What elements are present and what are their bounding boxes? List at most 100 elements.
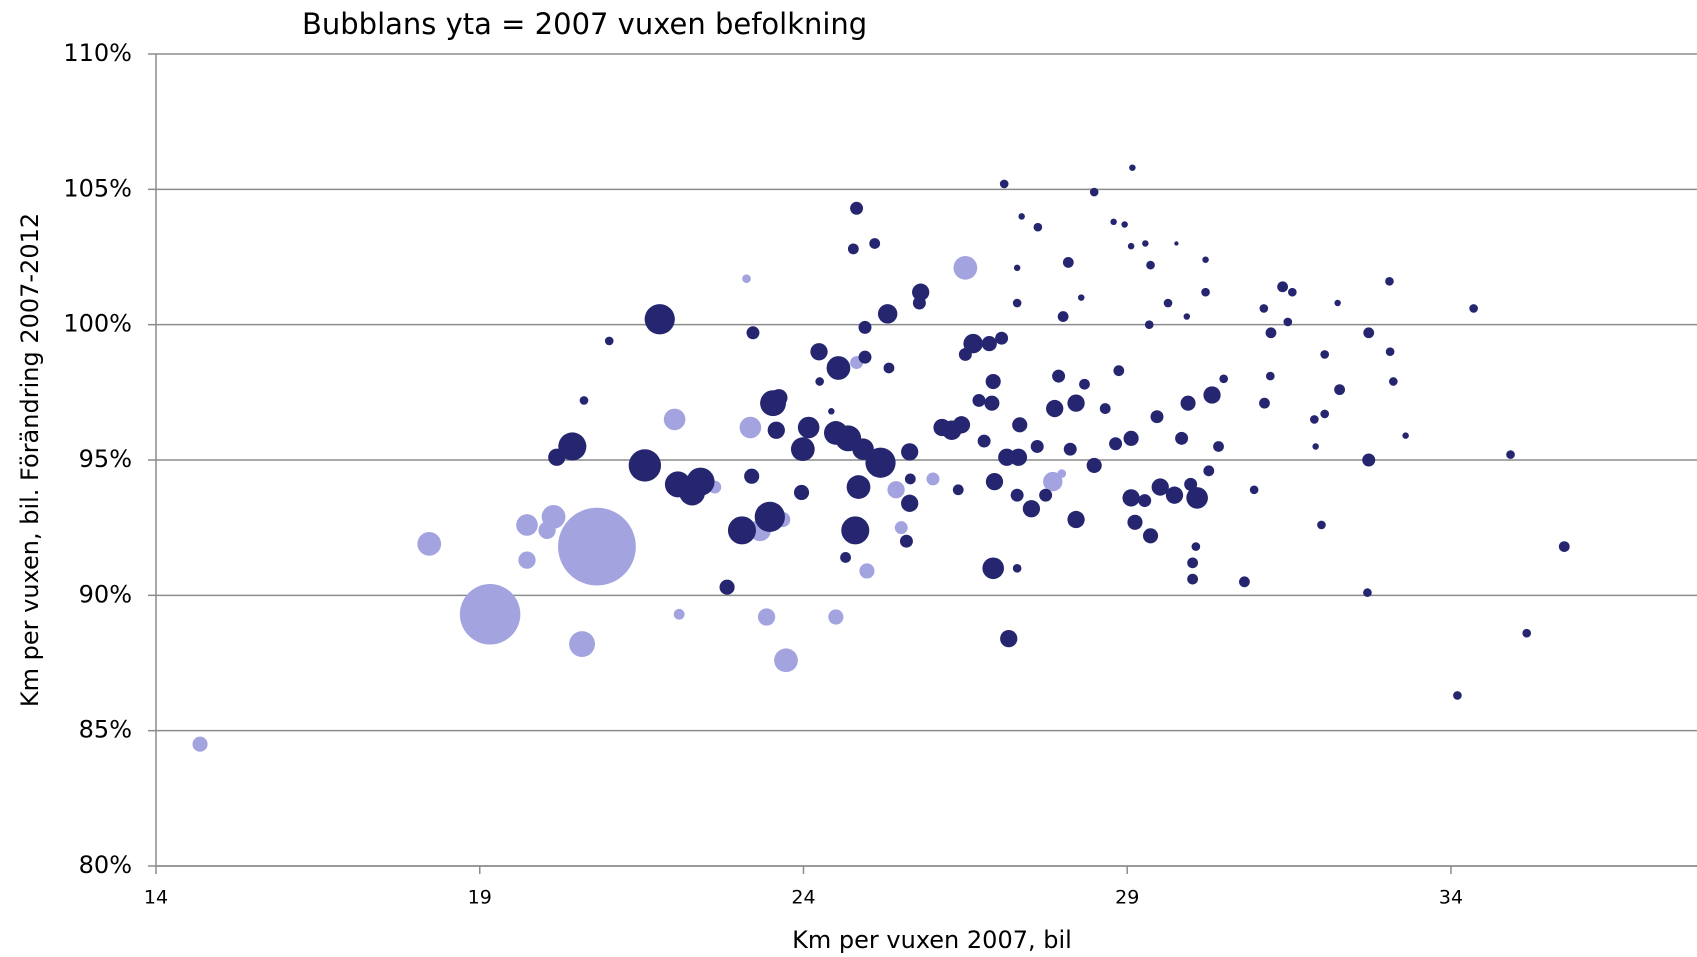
bubble — [963, 333, 983, 354]
y-tick-label: 90% — [79, 580, 132, 608]
y-tick-label: 80% — [79, 851, 132, 879]
bubble — [579, 396, 589, 405]
bubble — [1010, 488, 1024, 502]
bubble — [877, 304, 898, 324]
bubble — [1259, 397, 1270, 409]
x-tick-label: 24 — [791, 887, 815, 909]
bubble — [1121, 221, 1128, 228]
bubble — [899, 534, 913, 548]
bubble — [1078, 294, 1085, 301]
bubble — [1187, 557, 1199, 569]
bubble — [977, 434, 991, 448]
bubble — [1022, 500, 1041, 518]
bubble — [1063, 442, 1077, 456]
bubble — [644, 304, 675, 335]
bubble — [850, 201, 864, 215]
bubble — [901, 443, 919, 461]
bubble — [558, 507, 636, 586]
bubble — [1283, 317, 1293, 327]
bubble — [847, 243, 859, 255]
bubble — [1363, 327, 1375, 339]
bubble — [516, 514, 538, 536]
bubble — [999, 179, 1009, 189]
bubble — [742, 274, 751, 283]
x-tick-label: 34 — [1439, 887, 1463, 909]
bubble — [1265, 327, 1277, 339]
bubble — [1259, 304, 1269, 313]
bubble — [1013, 264, 1021, 272]
bubble — [985, 473, 1004, 491]
y-tick-label: 95% — [79, 445, 132, 473]
bubble — [1522, 628, 1532, 638]
bubble — [865, 447, 896, 478]
bubble — [1203, 386, 1221, 404]
bubble — [1142, 240, 1149, 247]
bubble — [1012, 417, 1028, 433]
bubble — [1469, 304, 1478, 313]
bubble — [1163, 298, 1173, 308]
bubble — [1184, 477, 1198, 491]
chart-title: Bubblans yta = 2007 vuxen befolkning — [302, 7, 867, 41]
bubble — [1203, 465, 1215, 477]
bubble — [953, 255, 978, 280]
bubble — [192, 736, 208, 752]
bubble — [1288, 287, 1297, 297]
bubble — [1320, 409, 1330, 419]
bubble — [1018, 213, 1025, 220]
bubble — [815, 377, 824, 386]
bubble — [628, 449, 662, 482]
bubble — [1127, 242, 1135, 250]
bubble — [686, 467, 715, 496]
bubble — [1385, 347, 1395, 357]
bubble — [604, 336, 614, 346]
bubble — [1127, 514, 1143, 530]
bubble — [790, 437, 815, 462]
bubble — [811, 345, 818, 353]
bubble — [1213, 441, 1224, 452]
bubble — [1122, 489, 1140, 507]
bubble — [538, 521, 556, 540]
bubble — [663, 408, 686, 431]
bubble — [985, 373, 1001, 390]
bubble — [1186, 487, 1208, 509]
bubble — [1030, 439, 1044, 453]
bubble — [1201, 287, 1210, 297]
bubble — [958, 347, 972, 361]
bubble — [1109, 437, 1123, 451]
bubble — [1150, 410, 1164, 424]
bubble — [972, 393, 986, 407]
bubble — [1086, 457, 1102, 473]
bubble — [1110, 218, 1117, 226]
bubble — [1123, 430, 1139, 446]
bubble — [1062, 257, 1074, 268]
bubble — [1385, 277, 1394, 286]
bubble — [1089, 187, 1099, 197]
bubble — [1175, 431, 1189, 445]
bubble — [1165, 486, 1184, 504]
bubble — [1146, 260, 1155, 270]
bubble — [1009, 448, 1028, 466]
bubble — [858, 350, 872, 364]
bubble — [826, 356, 851, 380]
bubble — [894, 521, 908, 535]
bubble — [1043, 471, 1063, 492]
bubble — [841, 516, 870, 545]
bubble — [1039, 488, 1053, 502]
y-tick-label: 105% — [63, 174, 132, 202]
bubble — [1113, 365, 1125, 377]
bubble — [744, 468, 760, 484]
bubble — [1180, 395, 1196, 411]
bubble — [840, 552, 851, 563]
bubble — [1174, 241, 1179, 246]
bubble — [1052, 369, 1066, 383]
bubble — [1057, 469, 1067, 478]
bubble — [1191, 542, 1201, 551]
bubble — [1310, 415, 1319, 424]
bubble — [1312, 443, 1319, 450]
bubble — [828, 609, 844, 625]
bubble — [1067, 394, 1085, 412]
bubble — [1265, 371, 1275, 381]
bubble — [548, 448, 566, 466]
bubble — [912, 283, 930, 301]
